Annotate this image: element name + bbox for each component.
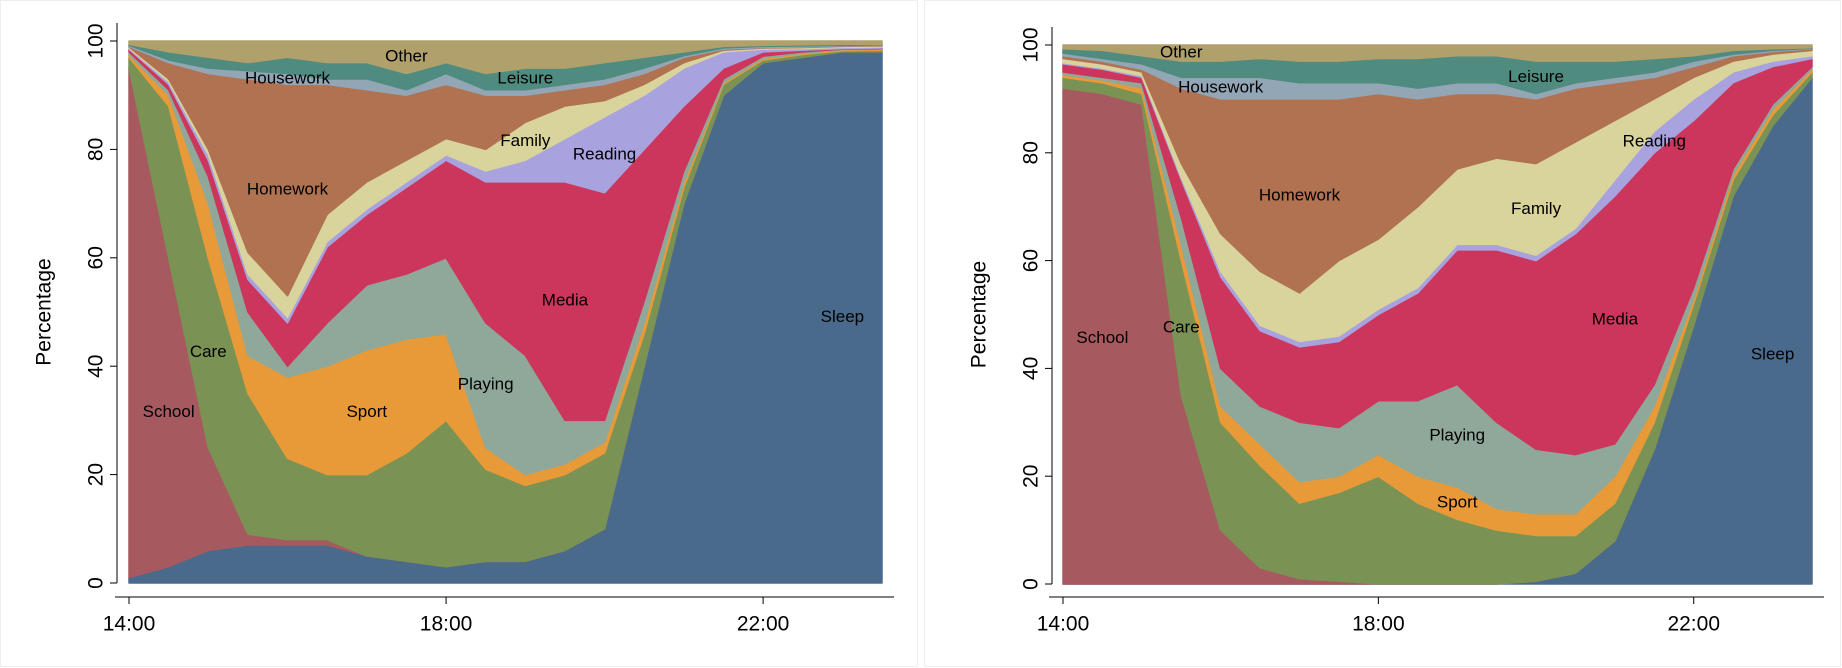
y-tick-label: 60 bbox=[1020, 249, 1043, 272]
x-tick-label: 18:00 bbox=[420, 613, 473, 636]
panel-frame bbox=[0, 0, 918, 667]
y-tick-label: 100 bbox=[1020, 27, 1043, 62]
y-tick-label: 20 bbox=[1020, 465, 1043, 488]
x-tick-label: 14:00 bbox=[1037, 613, 1090, 636]
area-label: Other bbox=[385, 47, 428, 66]
x-tick-label: 14:00 bbox=[103, 613, 156, 636]
area-label: Reading bbox=[573, 144, 636, 163]
x-tick-label: 18:00 bbox=[1352, 613, 1405, 636]
area-label: Sleep bbox=[821, 307, 864, 326]
area-label: Care bbox=[1163, 317, 1200, 336]
area-label: Housework bbox=[1178, 78, 1264, 97]
area-label: School bbox=[143, 402, 195, 421]
x-tick-label: 22:00 bbox=[737, 613, 790, 636]
area-label: Homework bbox=[1259, 185, 1341, 204]
area-label: Sport bbox=[346, 402, 387, 421]
area-label: Reading bbox=[1623, 132, 1686, 151]
x-tick-label: 22:00 bbox=[1667, 613, 1720, 636]
area-label: Leisure bbox=[497, 68, 553, 87]
area-label: Playing bbox=[458, 375, 514, 394]
y-tick-label: 0 bbox=[85, 577, 108, 589]
y-tick-label: 100 bbox=[85, 23, 108, 58]
area-label: Playing bbox=[1429, 425, 1485, 444]
area-label: Sleep bbox=[1751, 344, 1794, 363]
area-label: Care bbox=[190, 342, 227, 361]
area-label: School bbox=[1076, 328, 1128, 347]
panel-frame bbox=[924, 0, 1841, 667]
y-axis-title: Percentage bbox=[968, 261, 991, 368]
area-label: Sport bbox=[1437, 493, 1478, 512]
y-tick-label: 60 bbox=[85, 246, 108, 269]
y-tick-label: 40 bbox=[85, 355, 108, 378]
y-tick-label: 20 bbox=[85, 463, 108, 486]
area bbox=[1062, 44, 1813, 62]
area-label: Other bbox=[1160, 43, 1203, 62]
area-label: Homework bbox=[247, 180, 329, 199]
area-label: Media bbox=[542, 291, 589, 310]
y-axis-title: Percentage bbox=[33, 258, 56, 365]
area-label: Media bbox=[1592, 309, 1639, 328]
area bbox=[128, 40, 883, 75]
area-label: Family bbox=[1511, 199, 1562, 218]
area-label: Family bbox=[500, 131, 551, 150]
area-label: Housework bbox=[245, 68, 331, 87]
y-tick-label: 80 bbox=[85, 138, 108, 161]
y-tick-label: 40 bbox=[1020, 357, 1043, 380]
y-tick-label: 80 bbox=[1020, 141, 1043, 164]
area-label: Leisure bbox=[1508, 67, 1564, 86]
y-tick-label: 0 bbox=[1020, 578, 1043, 590]
